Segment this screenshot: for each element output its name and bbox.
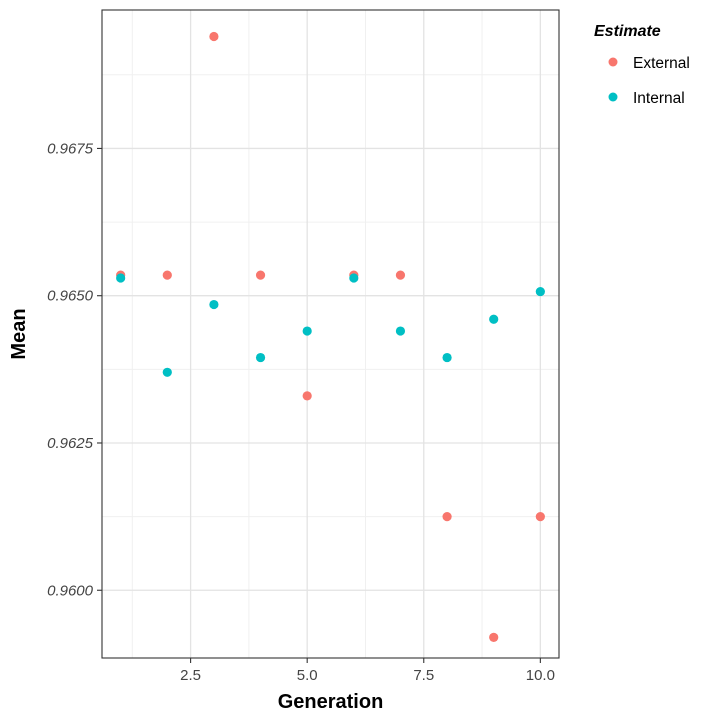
data-point-internal (302, 326, 312, 336)
legend-key-internal (608, 92, 618, 102)
data-point-external (535, 512, 545, 522)
axis-ticks: 2.5 5.0 7.5 10.0 0.9600 0.9625 0.9650 0.9675 (47, 140, 555, 684)
x-tick-label: 7.5 (413, 667, 434, 684)
data-point-external (442, 512, 452, 522)
legend-key-external (608, 57, 618, 67)
data-point-external (489, 632, 499, 642)
data-point-internal (209, 299, 219, 310)
legend-label-external: External (633, 55, 690, 72)
x-tick-label: 5.0 (297, 667, 318, 684)
data-point-external (255, 270, 266, 280)
data-point-external (302, 391, 312, 401)
minor-grid (102, 10, 559, 658)
data-point-external (395, 270, 406, 280)
data-point-internal (162, 367, 172, 377)
data-point-internal (255, 352, 266, 363)
y-tick-label: 0.9675 (47, 140, 94, 157)
data-points (116, 31, 545, 642)
legend-label-internal: Internal (633, 90, 685, 107)
y-tick-label: 0.9600 (47, 582, 94, 599)
x-tick-label: 10.0 (526, 667, 555, 684)
y-tick-label: 0.9650 (47, 288, 94, 305)
data-point-internal (349, 273, 359, 283)
y-axis-title: Mean (8, 308, 30, 359)
plot-panel-border (101, 9, 560, 659)
data-point-external (209, 31, 219, 42)
data-point-internal (489, 314, 499, 324)
major-grid (102, 10, 559, 658)
x-tick-label: 2.5 (180, 667, 201, 684)
legend: Estimate External Internal (594, 23, 690, 107)
legend-title: Estimate (594, 23, 661, 40)
data-point-internal (535, 286, 545, 297)
data-point-internal (395, 326, 406, 336)
data-point-external (162, 270, 172, 280)
y-tick-label: 0.9625 (47, 435, 94, 452)
x-axis-title: Generation (278, 691, 384, 713)
data-point-internal (442, 352, 452, 363)
data-point-internal (116, 273, 126, 283)
